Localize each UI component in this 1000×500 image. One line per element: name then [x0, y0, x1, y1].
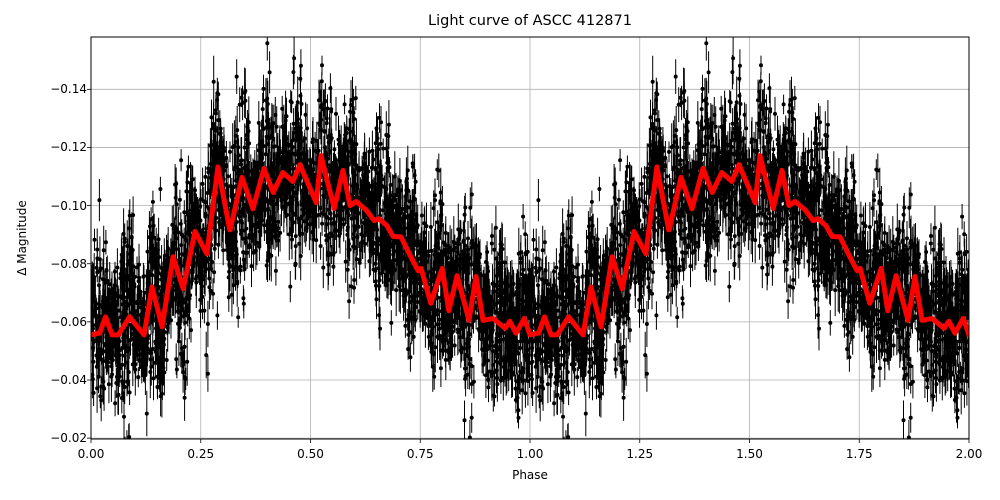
x-tick-label: 2.00 [955, 447, 983, 461]
x-tick-label: 0.50 [297, 447, 324, 461]
x-tick-label: 1.50 [736, 447, 763, 461]
y-tick-label: −0.02 [50, 431, 87, 446]
axis-ticks [87, 88, 970, 443]
y-tick-label: −0.08 [50, 256, 87, 271]
y-tick-label: −0.12 [50, 140, 87, 155]
y-tick-label: −0.04 [50, 372, 87, 387]
x-tick-label: 0.75 [406, 447, 434, 461]
x-tick-label: 1.25 [626, 447, 654, 461]
y-tick-label: −0.06 [50, 314, 87, 329]
x-tick-label: 0.25 [187, 447, 215, 461]
x-tick-label: 1.00 [516, 447, 544, 461]
y-tick-label: −0.14 [50, 82, 87, 97]
y-tick-label: −0.10 [50, 198, 87, 213]
x-axis-label: Phase [512, 468, 548, 482]
chart-title: Light curve of ASCC 412871 [428, 13, 632, 29]
model-fit-line [91, 153, 969, 338]
x-tick-label: 0.00 [77, 447, 105, 461]
x-tick-label: 1.75 [845, 447, 873, 461]
y-axis-label: Δ Magnitude [15, 200, 29, 276]
data-points [91, 41, 969, 439]
